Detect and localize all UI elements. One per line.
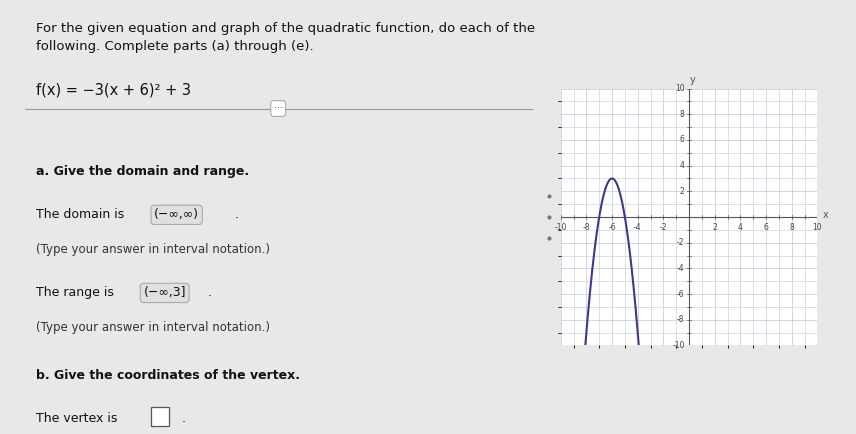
Text: The domain is: The domain is bbox=[36, 208, 128, 221]
Text: f(x) = −3(x + 6)² + 3: f(x) = −3(x + 6)² + 3 bbox=[36, 82, 191, 98]
Text: The vertex is: The vertex is bbox=[36, 412, 121, 425]
Text: -2: -2 bbox=[660, 224, 667, 233]
Text: -4: -4 bbox=[634, 224, 641, 233]
Text: (−∞,3]: (−∞,3] bbox=[144, 286, 186, 299]
Text: 2: 2 bbox=[712, 224, 717, 233]
Text: .: . bbox=[208, 286, 212, 299]
Text: 4: 4 bbox=[680, 161, 685, 170]
Text: a. Give the domain and range.: a. Give the domain and range. bbox=[36, 165, 248, 178]
Text: b. Give the coordinates of the vertex.: b. Give the coordinates of the vertex. bbox=[36, 369, 300, 382]
Text: .: . bbox=[181, 412, 185, 425]
Text: -6: -6 bbox=[609, 224, 615, 233]
Text: 4: 4 bbox=[738, 224, 743, 233]
Text: x: x bbox=[823, 210, 828, 220]
Text: (Type your answer in interval notation.): (Type your answer in interval notation.) bbox=[36, 243, 270, 256]
Text: -4: -4 bbox=[677, 264, 685, 273]
Text: 8: 8 bbox=[680, 110, 685, 119]
Text: 6: 6 bbox=[764, 224, 769, 233]
Text: ···: ··· bbox=[274, 103, 282, 114]
Text: 2: 2 bbox=[680, 187, 685, 196]
Text: -8: -8 bbox=[677, 315, 685, 324]
Text: The range is: The range is bbox=[36, 286, 117, 299]
Text: 10: 10 bbox=[675, 84, 685, 93]
Text: 6: 6 bbox=[680, 135, 685, 145]
Text: y: y bbox=[689, 75, 695, 85]
Text: -8: -8 bbox=[583, 224, 590, 233]
Text: -2: -2 bbox=[677, 238, 685, 247]
Text: .: . bbox=[235, 208, 239, 221]
Text: -6: -6 bbox=[677, 289, 685, 299]
Text: 10: 10 bbox=[812, 224, 823, 233]
Text: (−∞,∞): (−∞,∞) bbox=[154, 208, 199, 221]
Text: -10: -10 bbox=[555, 224, 567, 233]
Text: For the given equation and graph of the quadratic function, do each of the
follo: For the given equation and graph of the … bbox=[36, 22, 535, 53]
Text: 8: 8 bbox=[789, 224, 794, 233]
Text: (Type your answer in interval notation.): (Type your answer in interval notation.) bbox=[36, 321, 270, 334]
Text: -10: -10 bbox=[672, 341, 685, 350]
